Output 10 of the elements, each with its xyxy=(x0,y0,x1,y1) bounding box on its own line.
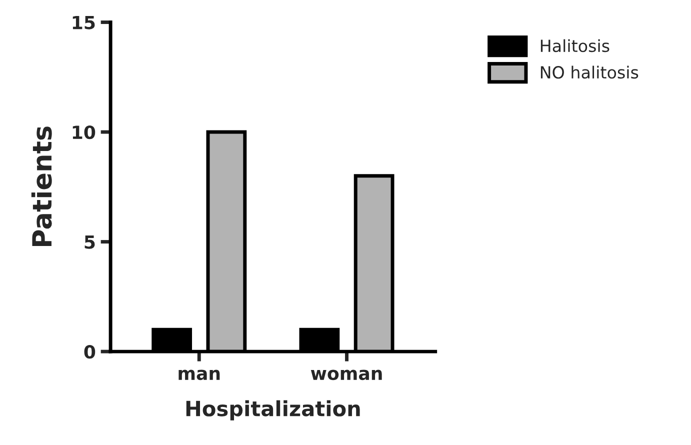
y-tick-label: 5 xyxy=(84,235,95,249)
y-axis-title: Patients xyxy=(31,126,52,246)
x-tick-label: man xyxy=(178,370,220,380)
legend-label: Halitosis xyxy=(540,39,610,52)
x-tick-label: woman xyxy=(310,370,382,380)
y-tick-label: 10 xyxy=(72,125,96,140)
x-axis-title: Hospitalization xyxy=(186,400,360,420)
legend-label: NO halitosis xyxy=(540,66,638,79)
y-tick-label: 0 xyxy=(84,345,96,359)
y-tick-label: 15 xyxy=(72,16,95,30)
